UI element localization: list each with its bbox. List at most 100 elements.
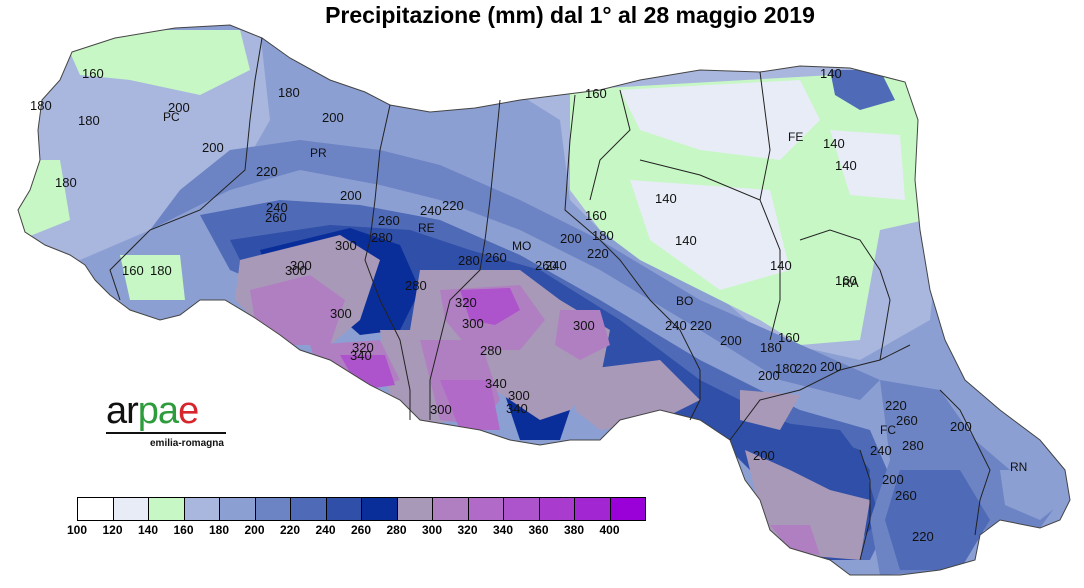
contour-label: 160 bbox=[585, 208, 607, 223]
contour-label: 300 bbox=[290, 258, 312, 273]
legend-tick-label: 140 bbox=[137, 523, 159, 537]
contour-label: 160 bbox=[122, 263, 144, 278]
logo-subtitle: emilia-romagna bbox=[150, 438, 224, 449]
contour-label: 200 bbox=[202, 140, 224, 155]
legend-swatch bbox=[148, 497, 185, 521]
contour-label: 200 bbox=[168, 100, 190, 115]
contour-label: 180 bbox=[150, 263, 172, 278]
legend-tick-label: 160 bbox=[173, 523, 194, 537]
contour-label: 220 bbox=[587, 246, 609, 261]
contour-label: 260 bbox=[378, 213, 400, 228]
logo-word-ar: ar bbox=[106, 390, 139, 432]
contour-label: 180 bbox=[760, 340, 782, 355]
contour-label: 200 bbox=[560, 231, 582, 246]
legend-tick-label: 120 bbox=[102, 523, 123, 537]
contour-label: 200 bbox=[882, 472, 904, 487]
contour-label: 180 bbox=[78, 113, 100, 128]
contour-label: 140 bbox=[835, 158, 857, 173]
contour-label: 260 bbox=[485, 250, 507, 265]
legend-swatch bbox=[361, 497, 398, 521]
legend-tick-label: 200 bbox=[244, 523, 265, 537]
legend-swatch bbox=[396, 497, 433, 521]
contour-label: 140 bbox=[675, 233, 697, 248]
contour-label: 200 bbox=[758, 368, 780, 383]
legend-tick-label: 360 bbox=[528, 523, 549, 537]
contour-label: 240 bbox=[870, 443, 892, 458]
province-label: RA bbox=[842, 276, 859, 290]
contour-label: 200 bbox=[720, 333, 742, 348]
contour-label: 200 bbox=[950, 419, 972, 434]
contour-label: 180 bbox=[278, 85, 300, 100]
contour-label: 180 bbox=[775, 361, 797, 376]
legend-tick-label: 300 bbox=[421, 523, 443, 537]
province-label: BO bbox=[676, 294, 693, 308]
contour-label: 180 bbox=[55, 175, 77, 190]
contour-label: 300 bbox=[285, 263, 307, 278]
contour-label: 200 bbox=[322, 110, 344, 125]
legend-tick-label: 280 bbox=[386, 523, 407, 537]
legend-swatches bbox=[77, 497, 646, 521]
legend-swatch bbox=[574, 497, 611, 521]
legend-tick-label: 380 bbox=[563, 523, 585, 537]
legend-swatch bbox=[219, 497, 256, 521]
legend-swatch bbox=[538, 497, 575, 521]
province-label: FE bbox=[788, 130, 803, 144]
legend-swatch bbox=[290, 497, 327, 521]
legend-tick-label: 400 bbox=[599, 523, 620, 537]
logo-wordmark: arpae bbox=[106, 390, 199, 432]
legend-tick-label: 240 bbox=[315, 523, 336, 537]
legend-tick-label: 340 bbox=[492, 523, 514, 537]
contour-label: 340 bbox=[485, 376, 507, 391]
contour-label: 160 bbox=[82, 66, 104, 81]
contour-label: 260 bbox=[896, 413, 918, 428]
legend-tick-label: 320 bbox=[457, 523, 478, 537]
legend-tick-label: 180 bbox=[208, 523, 230, 537]
contour-label: 240 bbox=[665, 318, 687, 333]
legend-swatch bbox=[325, 497, 362, 521]
legend-swatch bbox=[467, 497, 504, 521]
contour-label: 300 bbox=[330, 306, 352, 321]
contour-label: 340 bbox=[506, 401, 528, 416]
legend-swatch bbox=[432, 497, 469, 521]
contour-label: 280 bbox=[458, 253, 480, 268]
province-label: PC bbox=[163, 110, 180, 124]
contour-label: 300 bbox=[335, 238, 357, 253]
contour-label: 200 bbox=[753, 448, 775, 463]
contour-label: 260 bbox=[265, 210, 287, 225]
legend-tick-label: 220 bbox=[279, 523, 301, 537]
contour-label: 300 bbox=[462, 316, 484, 331]
legend-swatch bbox=[77, 497, 114, 521]
contour-label: 140 bbox=[655, 191, 677, 206]
contour-label: 220 bbox=[256, 164, 278, 179]
contour-label: 200 bbox=[340, 188, 362, 203]
province-label: RN bbox=[1010, 460, 1027, 474]
contour-label: 280 bbox=[371, 230, 393, 245]
contour-label: 220 bbox=[795, 361, 817, 376]
contour-label: 300 bbox=[430, 402, 452, 417]
color-legend: 100 120 140 160 180 200 220 240 260 280 300 320 340 3… bbox=[67, 497, 646, 537]
contour-label: 140 bbox=[770, 258, 792, 273]
contour-label: 220 bbox=[442, 198, 464, 213]
contour-label: 320 bbox=[352, 340, 374, 355]
contour-label: 200 bbox=[820, 359, 842, 374]
contour-label: 320 bbox=[455, 295, 477, 310]
contour-label: 220 bbox=[885, 398, 907, 413]
legend-tick-label: 260 bbox=[350, 523, 372, 537]
contour-label: 300 bbox=[573, 318, 595, 333]
contour-label: 160 bbox=[778, 330, 800, 345]
contour-label: 260 bbox=[895, 488, 917, 503]
contour-label: 140 bbox=[820, 66, 842, 81]
contour-label: 280 bbox=[902, 438, 924, 453]
province-label: RE bbox=[418, 221, 435, 235]
province-label: FC bbox=[880, 423, 896, 437]
legend-swatch bbox=[183, 497, 220, 521]
logo-rule bbox=[106, 432, 226, 434]
legend-swatch bbox=[112, 497, 149, 521]
contour-label: 260 bbox=[535, 258, 557, 273]
contour-label: 300 bbox=[508, 388, 530, 403]
legend-swatch bbox=[254, 497, 291, 521]
contour-label: 240 bbox=[545, 258, 567, 273]
arpae-logo: arpae emilia-romagna bbox=[100, 392, 230, 462]
logo-word-e: e bbox=[178, 390, 199, 432]
